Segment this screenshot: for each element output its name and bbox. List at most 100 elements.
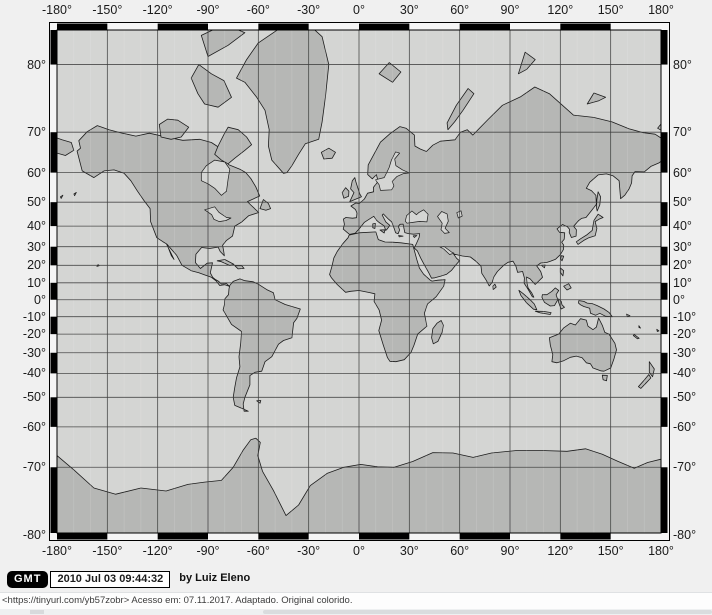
region-vanuatu (638, 325, 641, 329)
region-new-caledonia (632, 334, 640, 340)
region-australia (549, 317, 617, 372)
axis-label-top--150: -150° (92, 3, 123, 17)
axis-label-left-10: 10° (27, 275, 46, 290)
axis-label-bottom--180: -180° (41, 544, 73, 558)
frame-seg-left (50, 132, 57, 173)
axis-label-top-180: 180° (648, 3, 674, 17)
axis-label-top-120: 120° (547, 3, 574, 17)
gmt-footer: GMT 2010 Jul 03 09:44:32 by Luiz Eleno (7, 571, 250, 588)
frame-seg-top (258, 23, 309, 30)
axis-label-left-80: 80° (27, 57, 46, 72)
frame-seg-right (661, 352, 668, 374)
axis-label-top--120: -120° (142, 3, 173, 17)
scrollbar-corner-piece (30, 610, 44, 614)
region-svalbard (378, 62, 402, 83)
frame-seg-bottom (359, 533, 410, 540)
region-sicily (379, 229, 386, 234)
frame-seg-right (661, 132, 668, 173)
horizontal-scrollbar-thumb[interactable] (263, 610, 712, 614)
axis-label-right-10: 10° (673, 275, 692, 290)
axis-label-top--30: -30° (297, 3, 321, 17)
axis-label-bottom-60: 60° (450, 544, 470, 558)
axis-label-left-70: 70° (27, 125, 46, 140)
axis-label-top-90: 90° (500, 3, 520, 17)
water-great-lakes (204, 206, 232, 222)
region-severnaya-zemlya (518, 51, 536, 75)
axis-label-left--70: -70° (22, 460, 46, 475)
axis-label-right-70: 70° (673, 125, 692, 140)
frame-seg-top (157, 23, 208, 30)
region-tasmania (601, 374, 608, 382)
frame-seg-left (50, 30, 57, 65)
gmt-credit-label: by Luiz Eleno (179, 572, 251, 584)
region-ellesmere-island (190, 64, 232, 108)
region-great-britain (349, 177, 362, 202)
axis-label-bottom-30: 30° (399, 544, 419, 558)
axis-label-left--60: -60° (22, 419, 46, 434)
axis-label-bottom--60: -60° (246, 544, 270, 558)
axis-label-bottom--90: -90° (196, 544, 220, 558)
bottom-scroll-strip (0, 609, 712, 615)
axis-label-bottom-180: 180° (648, 544, 674, 558)
frame-seg-left (50, 316, 57, 335)
axis-label-top-150: 150° (597, 3, 624, 17)
axis-label-right-20: 20° (673, 258, 692, 273)
axis-label-right--30: -30° (673, 345, 697, 360)
gmt-timestamp: 2010 Jul 03 09:44:32 (50, 571, 171, 588)
frame-seg-right (661, 316, 668, 335)
region-borneo (541, 287, 560, 307)
region-sakhalin (596, 191, 601, 212)
axis-label-right--20: -20° (673, 327, 697, 342)
frame-seg-right (661, 202, 668, 227)
region-sulawesi (557, 298, 565, 310)
axis-label-left-30: 30° (27, 239, 46, 254)
axis-label-top--60: -60° (246, 3, 270, 17)
region-arctic-archipelago-north (200, 30, 246, 57)
axis-label-bottom--150: -150° (92, 544, 123, 558)
axis-label-left-40: 40° (27, 219, 46, 234)
axis-label-left--50: -50° (22, 390, 46, 405)
region-mindanao (563, 283, 572, 291)
axis-label-bottom-150: 150° (597, 544, 624, 558)
region-south-america (222, 278, 301, 412)
region-ireland (341, 187, 350, 199)
axis-label-bottom-90: 90° (500, 544, 520, 558)
axis-label-right--10: -10° (673, 309, 697, 324)
axis-label-bottom--30: -30° (297, 544, 321, 558)
axis-label-left--40: -40° (22, 366, 46, 381)
axis-label-right-50: 50° (673, 195, 692, 210)
region-eurasia (342, 86, 661, 298)
axis-label-left-0: 0° (34, 292, 46, 307)
region-nz-south-island (638, 374, 652, 389)
axis-label-bottom-0: 0° (353, 544, 365, 558)
region-nz-north-island (648, 361, 655, 378)
frame-seg-top (459, 23, 510, 30)
region-chukotka-sliver (57, 137, 75, 156)
gmt-logo: GMT (7, 571, 49, 588)
axis-label-right--70: -70° (673, 460, 697, 475)
axis-label-top-30: 30° (399, 3, 419, 17)
frame-seg-right (661, 246, 668, 266)
frame-seg-right (661, 282, 668, 300)
region-madagascar (431, 320, 444, 345)
axis-label-right--50: -50° (673, 390, 697, 405)
region-victoria-island (158, 118, 190, 140)
axis-label-right--40: -40° (673, 366, 697, 381)
region-novaya-zemlya (446, 88, 475, 131)
axis-label-right-40: 40° (673, 219, 692, 234)
region-new-siberian-islands (586, 92, 606, 105)
frame-seg-top (57, 23, 108, 30)
region-wrangel-island (657, 123, 661, 131)
frame-seg-left (50, 246, 57, 266)
frame-seg-bottom (57, 533, 108, 540)
frame-seg-right (661, 397, 668, 427)
map-frame (49, 22, 670, 541)
frame-seg-bottom (560, 533, 611, 540)
axis-label-top-60: 60° (450, 3, 470, 17)
region-taiwan (560, 255, 565, 262)
world-map (49, 22, 670, 541)
region-iceland (320, 147, 336, 160)
map-content (57, 30, 661, 533)
region-fiji (656, 328, 660, 332)
